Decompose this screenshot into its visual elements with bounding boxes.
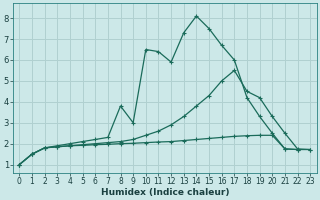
X-axis label: Humidex (Indice chaleur): Humidex (Indice chaleur) [100, 188, 229, 197]
